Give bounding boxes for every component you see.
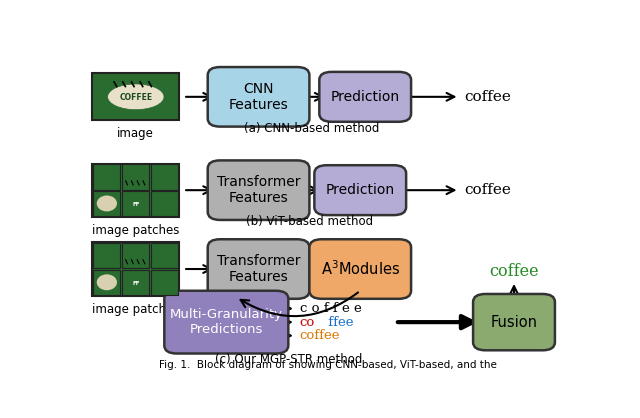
- Text: c o f f e e: c o f f e e: [300, 302, 362, 315]
- Text: CNN
Features: CNN Features: [228, 82, 289, 112]
- Ellipse shape: [108, 84, 164, 110]
- FancyBboxPatch shape: [208, 67, 309, 127]
- FancyBboxPatch shape: [122, 164, 149, 189]
- FancyBboxPatch shape: [93, 191, 120, 216]
- FancyBboxPatch shape: [309, 239, 411, 299]
- FancyArrowPatch shape: [241, 293, 358, 316]
- Text: Transformer
Features: Transformer Features: [217, 175, 300, 205]
- Ellipse shape: [97, 274, 117, 290]
- FancyBboxPatch shape: [473, 294, 555, 350]
- FancyBboxPatch shape: [208, 161, 309, 220]
- Text: Prediction: Prediction: [326, 183, 395, 197]
- FancyBboxPatch shape: [93, 270, 120, 295]
- Text: Prediction: Prediction: [331, 90, 400, 104]
- FancyBboxPatch shape: [93, 164, 120, 189]
- FancyBboxPatch shape: [314, 165, 406, 215]
- Text: (b) ViT-based method: (b) ViT-based method: [246, 215, 373, 228]
- Text: Fusion: Fusion: [490, 315, 538, 330]
- FancyBboxPatch shape: [164, 291, 288, 354]
- Text: FF: FF: [132, 202, 140, 207]
- Text: coffee: coffee: [489, 263, 539, 280]
- Text: ffee: ffee: [324, 316, 353, 329]
- Text: image patches: image patches: [92, 224, 179, 237]
- Text: COFFEE: COFFEE: [119, 93, 152, 102]
- FancyBboxPatch shape: [151, 243, 178, 268]
- FancyBboxPatch shape: [151, 164, 178, 189]
- Text: coffee: coffee: [300, 329, 340, 342]
- Text: coffee: coffee: [465, 183, 511, 197]
- Text: Multi-Granularity
Predictions: Multi-Granularity Predictions: [170, 308, 283, 336]
- Text: Transformer
Features: Transformer Features: [217, 254, 300, 284]
- FancyBboxPatch shape: [151, 270, 178, 295]
- Text: A$^3$Modules: A$^3$Modules: [321, 260, 400, 278]
- FancyBboxPatch shape: [122, 191, 149, 216]
- FancyBboxPatch shape: [92, 74, 179, 120]
- Text: image patches: image patches: [92, 303, 179, 316]
- Text: (c) Our MGP-STR method: (c) Our MGP-STR method: [214, 354, 362, 367]
- FancyBboxPatch shape: [151, 191, 178, 216]
- FancyBboxPatch shape: [319, 72, 411, 122]
- FancyBboxPatch shape: [122, 270, 149, 295]
- FancyBboxPatch shape: [122, 243, 149, 268]
- Text: Fig. 1.  Block diagram of showing CNN-based, ViT-based, and the: Fig. 1. Block diagram of showing CNN-bas…: [159, 360, 497, 370]
- FancyBboxPatch shape: [92, 242, 179, 296]
- Text: (a) CNN-based method: (a) CNN-based method: [244, 122, 380, 135]
- Ellipse shape: [97, 196, 117, 212]
- Text: co: co: [300, 316, 315, 329]
- FancyBboxPatch shape: [93, 243, 120, 268]
- Text: FF: FF: [132, 281, 140, 286]
- Text: coffee: coffee: [465, 90, 511, 104]
- Text: image: image: [117, 127, 154, 140]
- FancyBboxPatch shape: [92, 163, 179, 217]
- FancyBboxPatch shape: [208, 239, 309, 299]
